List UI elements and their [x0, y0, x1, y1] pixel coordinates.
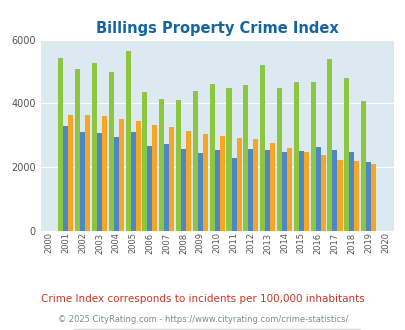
Bar [303, 151, 308, 231]
Bar [125, 51, 130, 231]
Bar [152, 125, 157, 231]
Bar [130, 132, 135, 231]
Bar [248, 149, 253, 231]
Bar [219, 136, 224, 231]
Legend: Billings, Montana, National: Billings, Montana, National [73, 329, 360, 330]
Bar [226, 88, 231, 231]
Bar [192, 91, 197, 231]
Bar [326, 59, 332, 231]
Bar [142, 92, 147, 231]
Bar [209, 83, 214, 231]
Bar [337, 160, 342, 231]
Bar [63, 126, 68, 231]
Bar [354, 161, 358, 231]
Bar [202, 134, 207, 231]
Bar [281, 151, 286, 231]
Bar [365, 162, 370, 231]
Text: © 2025 CityRating.com - https://www.cityrating.com/crime-statistics/: © 2025 CityRating.com - https://www.city… [58, 315, 347, 324]
Bar [236, 139, 241, 231]
Bar [75, 69, 80, 231]
Bar [360, 101, 365, 231]
Bar [243, 85, 248, 231]
Bar [109, 72, 113, 231]
Bar [214, 150, 219, 231]
Bar [92, 63, 97, 231]
Bar [164, 144, 169, 231]
Bar [147, 147, 152, 231]
Bar [370, 164, 375, 231]
Bar [119, 119, 124, 231]
Bar [97, 133, 102, 231]
Bar [197, 153, 202, 231]
Bar [298, 151, 303, 231]
Bar [169, 127, 174, 231]
Bar [102, 116, 107, 231]
Bar [276, 88, 281, 231]
Bar [253, 139, 258, 231]
Bar [286, 148, 291, 231]
Bar [181, 149, 185, 231]
Bar [85, 115, 90, 231]
Bar [159, 99, 164, 231]
Bar [175, 100, 181, 231]
Bar [310, 82, 315, 231]
Bar [343, 78, 348, 231]
Bar [185, 130, 191, 231]
Bar [80, 132, 85, 231]
Text: Crime Index corresponds to incidents per 100,000 inhabitants: Crime Index corresponds to incidents per… [41, 294, 364, 304]
Bar [68, 115, 73, 231]
Bar [58, 58, 63, 231]
Title: Billings Property Crime Index: Billings Property Crime Index [96, 21, 338, 36]
Bar [320, 155, 325, 231]
Bar [231, 158, 236, 231]
Bar [113, 137, 119, 231]
Bar [264, 150, 269, 231]
Bar [269, 143, 275, 231]
Bar [135, 121, 140, 231]
Bar [293, 82, 298, 231]
Bar [348, 152, 354, 231]
Bar [260, 65, 264, 231]
Bar [315, 148, 320, 231]
Bar [332, 150, 337, 231]
